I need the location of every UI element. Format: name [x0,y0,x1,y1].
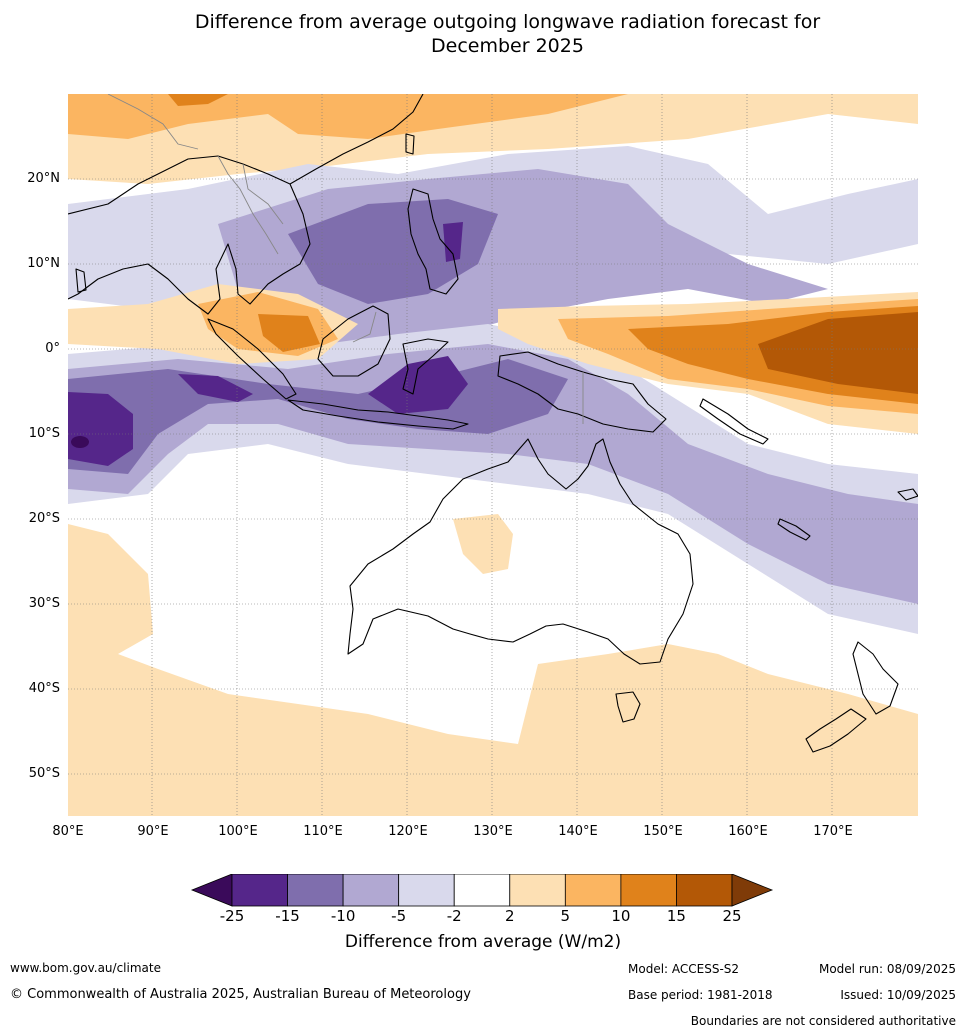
colorbar-arrow-high [731,874,774,907]
chart-title: Difference from average outgoing longwav… [0,10,965,58]
country-borders [107,94,584,424]
lon-label-150e: 150°E [643,824,683,839]
coastlines [68,94,918,753]
colorbar-tick-label: 2 [504,907,515,925]
lon-label-120e: 120°E [388,824,428,839]
lon-label-130e: 130°E [473,824,513,839]
lon-label-110e: 110°E [303,824,343,839]
tasmania-coast [615,691,641,723]
colorbar-swatch [564,874,622,907]
colorbar-label: Difference from average (W/m2) [344,932,622,952]
anomaly-north-orange [68,94,628,139]
sumatra-coast [207,318,297,400]
lat-label-40s: 40°S [28,681,60,696]
colorbar-swatch [342,874,400,907]
borneo-coast [317,305,391,377]
lat-label-0: 0° [45,341,60,356]
colorbar-tick-label: 25 [722,907,742,925]
lat-label-50s: 50°S [28,766,60,781]
colorbar-tick-label: -5 [391,907,407,925]
colorbar-tick-label: -25 [219,907,245,925]
title-line-2: December 2025 [431,35,584,57]
anomaly-borneo-dark-orange [258,314,320,352]
fiji-coast [897,488,918,501]
anomaly-tropics-deep-purple [443,222,463,262]
colorbar [190,874,774,907]
colorbar-tick-label: -15 [275,907,300,925]
solomon-islands-coast [699,398,769,445]
colorbar-swatch [509,874,566,907]
anomaly-south-indian-light-orange [68,524,918,816]
lon-label-140e: 140°E [558,824,598,839]
lat-label-30s: 30°S [28,596,60,611]
footer-copyright: © Commonwealth of Australia 2025, Austra… [10,987,471,1002]
colorbar-swatch [620,874,677,907]
new-zealand-south-coast [805,708,867,753]
lon-label-160e: 160°E [728,824,768,839]
anomaly-pacific-darkest-orange [758,312,918,394]
lon-label-80e: 80°E [52,824,84,839]
anomaly-nw-australia-light-orange [453,514,513,574]
colorbar-swatch [453,874,511,907]
lon-label-170e: 170°E [813,824,853,839]
colorbar-swatches [190,874,774,907]
sulawesi-coast [402,338,449,395]
colorbar-tick-label: 15 [666,907,686,925]
colorbar-tick-label: 5 [560,907,571,925]
java-coast [287,399,469,430]
lon-label-100e: 100°E [218,824,258,839]
anomaly-indian-light-purple [68,344,918,604]
colorbar-swatch [676,874,733,907]
lat-label-10n: 10°N [27,256,60,271]
footer-website: www.bom.gov.au/climate [10,961,161,975]
footer-model: Model: ACCESS-S2 [628,962,740,976]
colorbar-swatch [287,874,344,907]
colorbar-swatch [231,874,288,907]
australia-coast [347,438,694,665]
anomaly-banda-deep-purple [368,356,468,414]
taiwan-coast [405,133,415,155]
new-zealand-north-coast [852,641,899,715]
asia-coast [68,94,424,315]
map-gridlines [68,94,918,816]
lat-label-10s: 10°S [28,426,60,441]
footer-base-period: Base period: 1981-2018 [628,988,773,1002]
philippines-coast [407,188,459,295]
colorbar-tick-label: 10 [611,907,631,925]
new-guinea-coast [497,351,667,433]
lat-label-20n: 20°N [27,171,60,186]
colorbar-swatch [398,874,455,907]
lat-label-20s: 20°S [28,511,60,526]
colorbar-arrow-low [190,874,233,907]
anomaly-sumatra-deep-purple [178,374,253,402]
title-line-1: Difference from average outgoing longwav… [194,11,821,33]
map-svg [68,94,918,816]
footer-model-run: Model run: 08/09/2025 [818,962,956,976]
colorbar-tick-label: -10 [330,907,356,925]
colorbar-tick-label: -2 [446,907,462,925]
footer-issued: Issued: 10/09/2025 [840,988,956,1002]
new-caledonia-coast [777,518,811,541]
anomaly-north-dark-orange [168,94,228,106]
map-panel [68,94,918,816]
anomaly-lowest-core [71,436,89,448]
footer-boundaries-note: Boundaries are not considered authoritat… [690,1014,956,1028]
sri-lanka-coast [75,268,87,293]
lon-label-90e: 90°E [137,824,169,839]
anomaly-indian-deep-purple [68,392,133,466]
